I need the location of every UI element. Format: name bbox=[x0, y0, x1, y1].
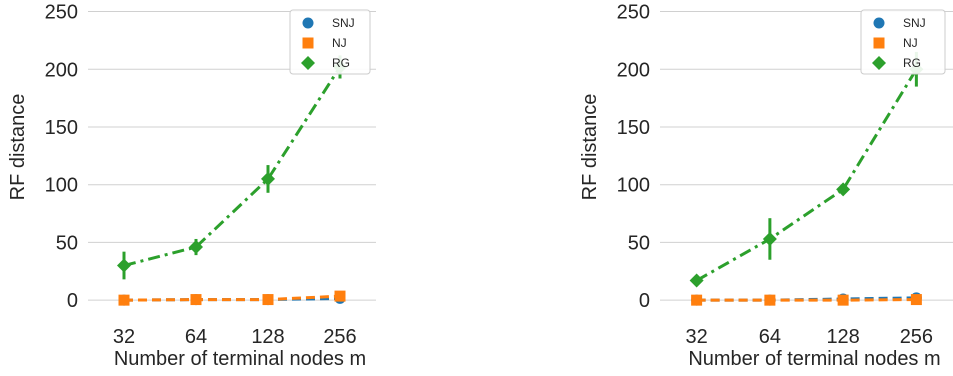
legend-box bbox=[289, 9, 371, 75]
x-tick-label: 128 bbox=[251, 326, 284, 348]
x-tick-label: 32 bbox=[113, 326, 135, 348]
x-tick-label: 256 bbox=[900, 326, 933, 348]
series-line-nj bbox=[696, 298, 917, 302]
data-point-nj bbox=[837, 294, 849, 306]
data-point-nj bbox=[910, 294, 922, 306]
y-tick-label: 200 bbox=[617, 59, 650, 81]
data-point-nj bbox=[334, 290, 346, 302]
data-point-nj bbox=[118, 294, 130, 306]
y-tick-label: 150 bbox=[45, 117, 78, 139]
y-axis-label: RF distance bbox=[579, 94, 601, 201]
legend-marker-rg bbox=[872, 56, 886, 70]
legend-marker-snj bbox=[873, 17, 885, 29]
data-point-rg bbox=[261, 171, 275, 186]
data-point-nj bbox=[190, 294, 202, 306]
x-tick-label: 128 bbox=[826, 326, 859, 348]
y-tick-label: 0 bbox=[639, 290, 650, 312]
data-point-nj bbox=[764, 294, 776, 306]
legend-label: NJ bbox=[903, 36, 918, 50]
y-tick-label: 150 bbox=[617, 117, 650, 139]
series-line-nj bbox=[123, 294, 341, 302]
legend-marker-snj bbox=[302, 17, 314, 29]
legend-marker-nj bbox=[873, 37, 885, 49]
y-tick-label: 50 bbox=[56, 232, 78, 254]
legend-label: SNJ bbox=[332, 16, 355, 30]
legend-marker-rg bbox=[301, 56, 315, 70]
y-tick-label: 50 bbox=[628, 232, 650, 254]
series-line-rg bbox=[695, 68, 918, 282]
y-tick-label: 200 bbox=[45, 59, 78, 81]
y-tick-label: 250 bbox=[617, 2, 650, 24]
series-line-rg bbox=[123, 66, 342, 267]
x-tick-label: 256 bbox=[323, 326, 356, 348]
y-tick-label: 250 bbox=[45, 2, 78, 24]
data-point-rg bbox=[762, 231, 777, 246]
data-point-rg bbox=[117, 258, 131, 273]
y-axis-label: RF distance bbox=[7, 94, 29, 201]
data-point-rg bbox=[189, 240, 203, 255]
x-axis-label: Number of terminal nodes m bbox=[114, 348, 366, 370]
legend-label: RG bbox=[332, 56, 350, 70]
x-tick-label: 64 bbox=[759, 326, 781, 348]
legend-label: NJ bbox=[332, 36, 347, 50]
y-tick-label: 0 bbox=[67, 290, 78, 312]
data-point-nj bbox=[262, 294, 274, 306]
data-point-nj bbox=[691, 294, 703, 306]
y-tick-label: 100 bbox=[617, 175, 650, 197]
x-tick-label: 32 bbox=[686, 326, 708, 348]
x-tick-label: 64 bbox=[185, 326, 207, 348]
legend-marker-nj bbox=[302, 37, 314, 49]
y-tick-label: 100 bbox=[45, 175, 78, 197]
x-axis-label: Number of terminal nodes m bbox=[688, 348, 940, 370]
data-point-rg bbox=[689, 273, 704, 288]
data-point-rg bbox=[836, 182, 851, 197]
legend-label: RG bbox=[903, 56, 921, 70]
legend-label: SNJ bbox=[903, 16, 926, 30]
